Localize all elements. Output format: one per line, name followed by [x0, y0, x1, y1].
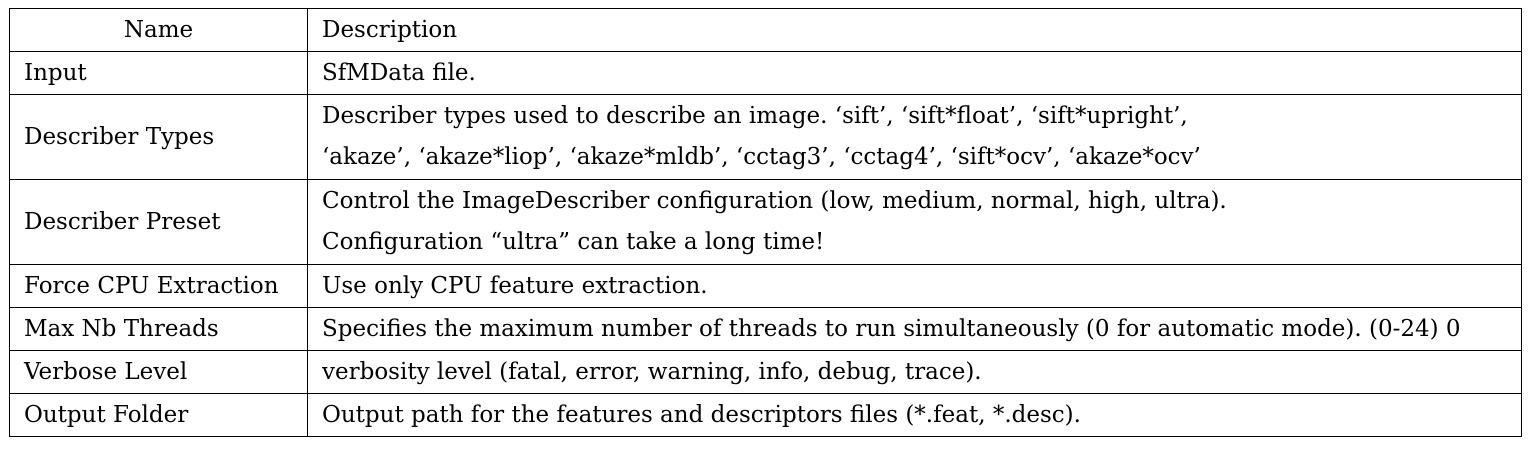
table-row: Input SfMData file. — [9, 51, 1522, 95]
param-name: Verbose Level — [9, 350, 308, 394]
param-description: Describer types used to describe an imag… — [307, 94, 1522, 180]
param-description: verbosity level (fatal, error, warning, … — [307, 350, 1522, 394]
param-description: Output path for the features and descrip… — [307, 393, 1522, 437]
table-row: Describer Preset Control the ImageDescri… — [9, 179, 1522, 265]
description-line: ‘akaze’, ‘akaze*liop’, ‘akaze*mldb’, ‘cc… — [322, 144, 1201, 170]
header-description: Description — [307, 8, 1522, 52]
param-description: Control the ImageDescriber configuration… — [307, 179, 1522, 265]
table-header-row: Name Description — [9, 8, 1522, 52]
description-line: Use only CPU feature extraction. — [322, 272, 708, 299]
parameters-table: Name Description Input SfMData file. Des… — [9, 8, 1522, 437]
param-name: Output Folder — [9, 393, 308, 437]
param-description: Specifies the maximum number of threads … — [307, 307, 1522, 351]
param-name: Input — [9, 51, 308, 95]
description-line: Control the ImageDescriber configuration… — [322, 188, 1227, 214]
table-row: Verbose Level verbosity level (fatal, er… — [9, 350, 1522, 394]
param-name: Force CPU Extraction — [9, 264, 308, 308]
table-row: Describer Types Describer types used to … — [9, 94, 1522, 180]
description-line: Configuration “ultra” can take a long ti… — [322, 229, 825, 255]
param-name: Describer Preset — [9, 179, 308, 265]
param-name: Max Nb Threads — [9, 307, 308, 351]
description-line: Output path for the features and descrip… — [322, 401, 1081, 428]
description-line: Specifies the maximum number of threads … — [322, 315, 1461, 342]
description-line: verbosity level (fatal, error, warning, … — [322, 358, 982, 385]
header-name: Name — [9, 8, 308, 52]
param-name: Describer Types — [9, 94, 308, 180]
param-description: Use only CPU feature extraction. — [307, 264, 1522, 308]
table-row: Output Folder Output path for the featur… — [9, 393, 1522, 437]
table-row: Max Nb Threads Specifies the maximum num… — [9, 307, 1522, 351]
description-line: SfMData file. — [322, 59, 476, 86]
table-row: Force CPU Extraction Use only CPU featur… — [9, 264, 1522, 308]
description-line: Describer types used to describe an imag… — [322, 103, 1188, 129]
param-description: SfMData file. — [307, 51, 1522, 95]
